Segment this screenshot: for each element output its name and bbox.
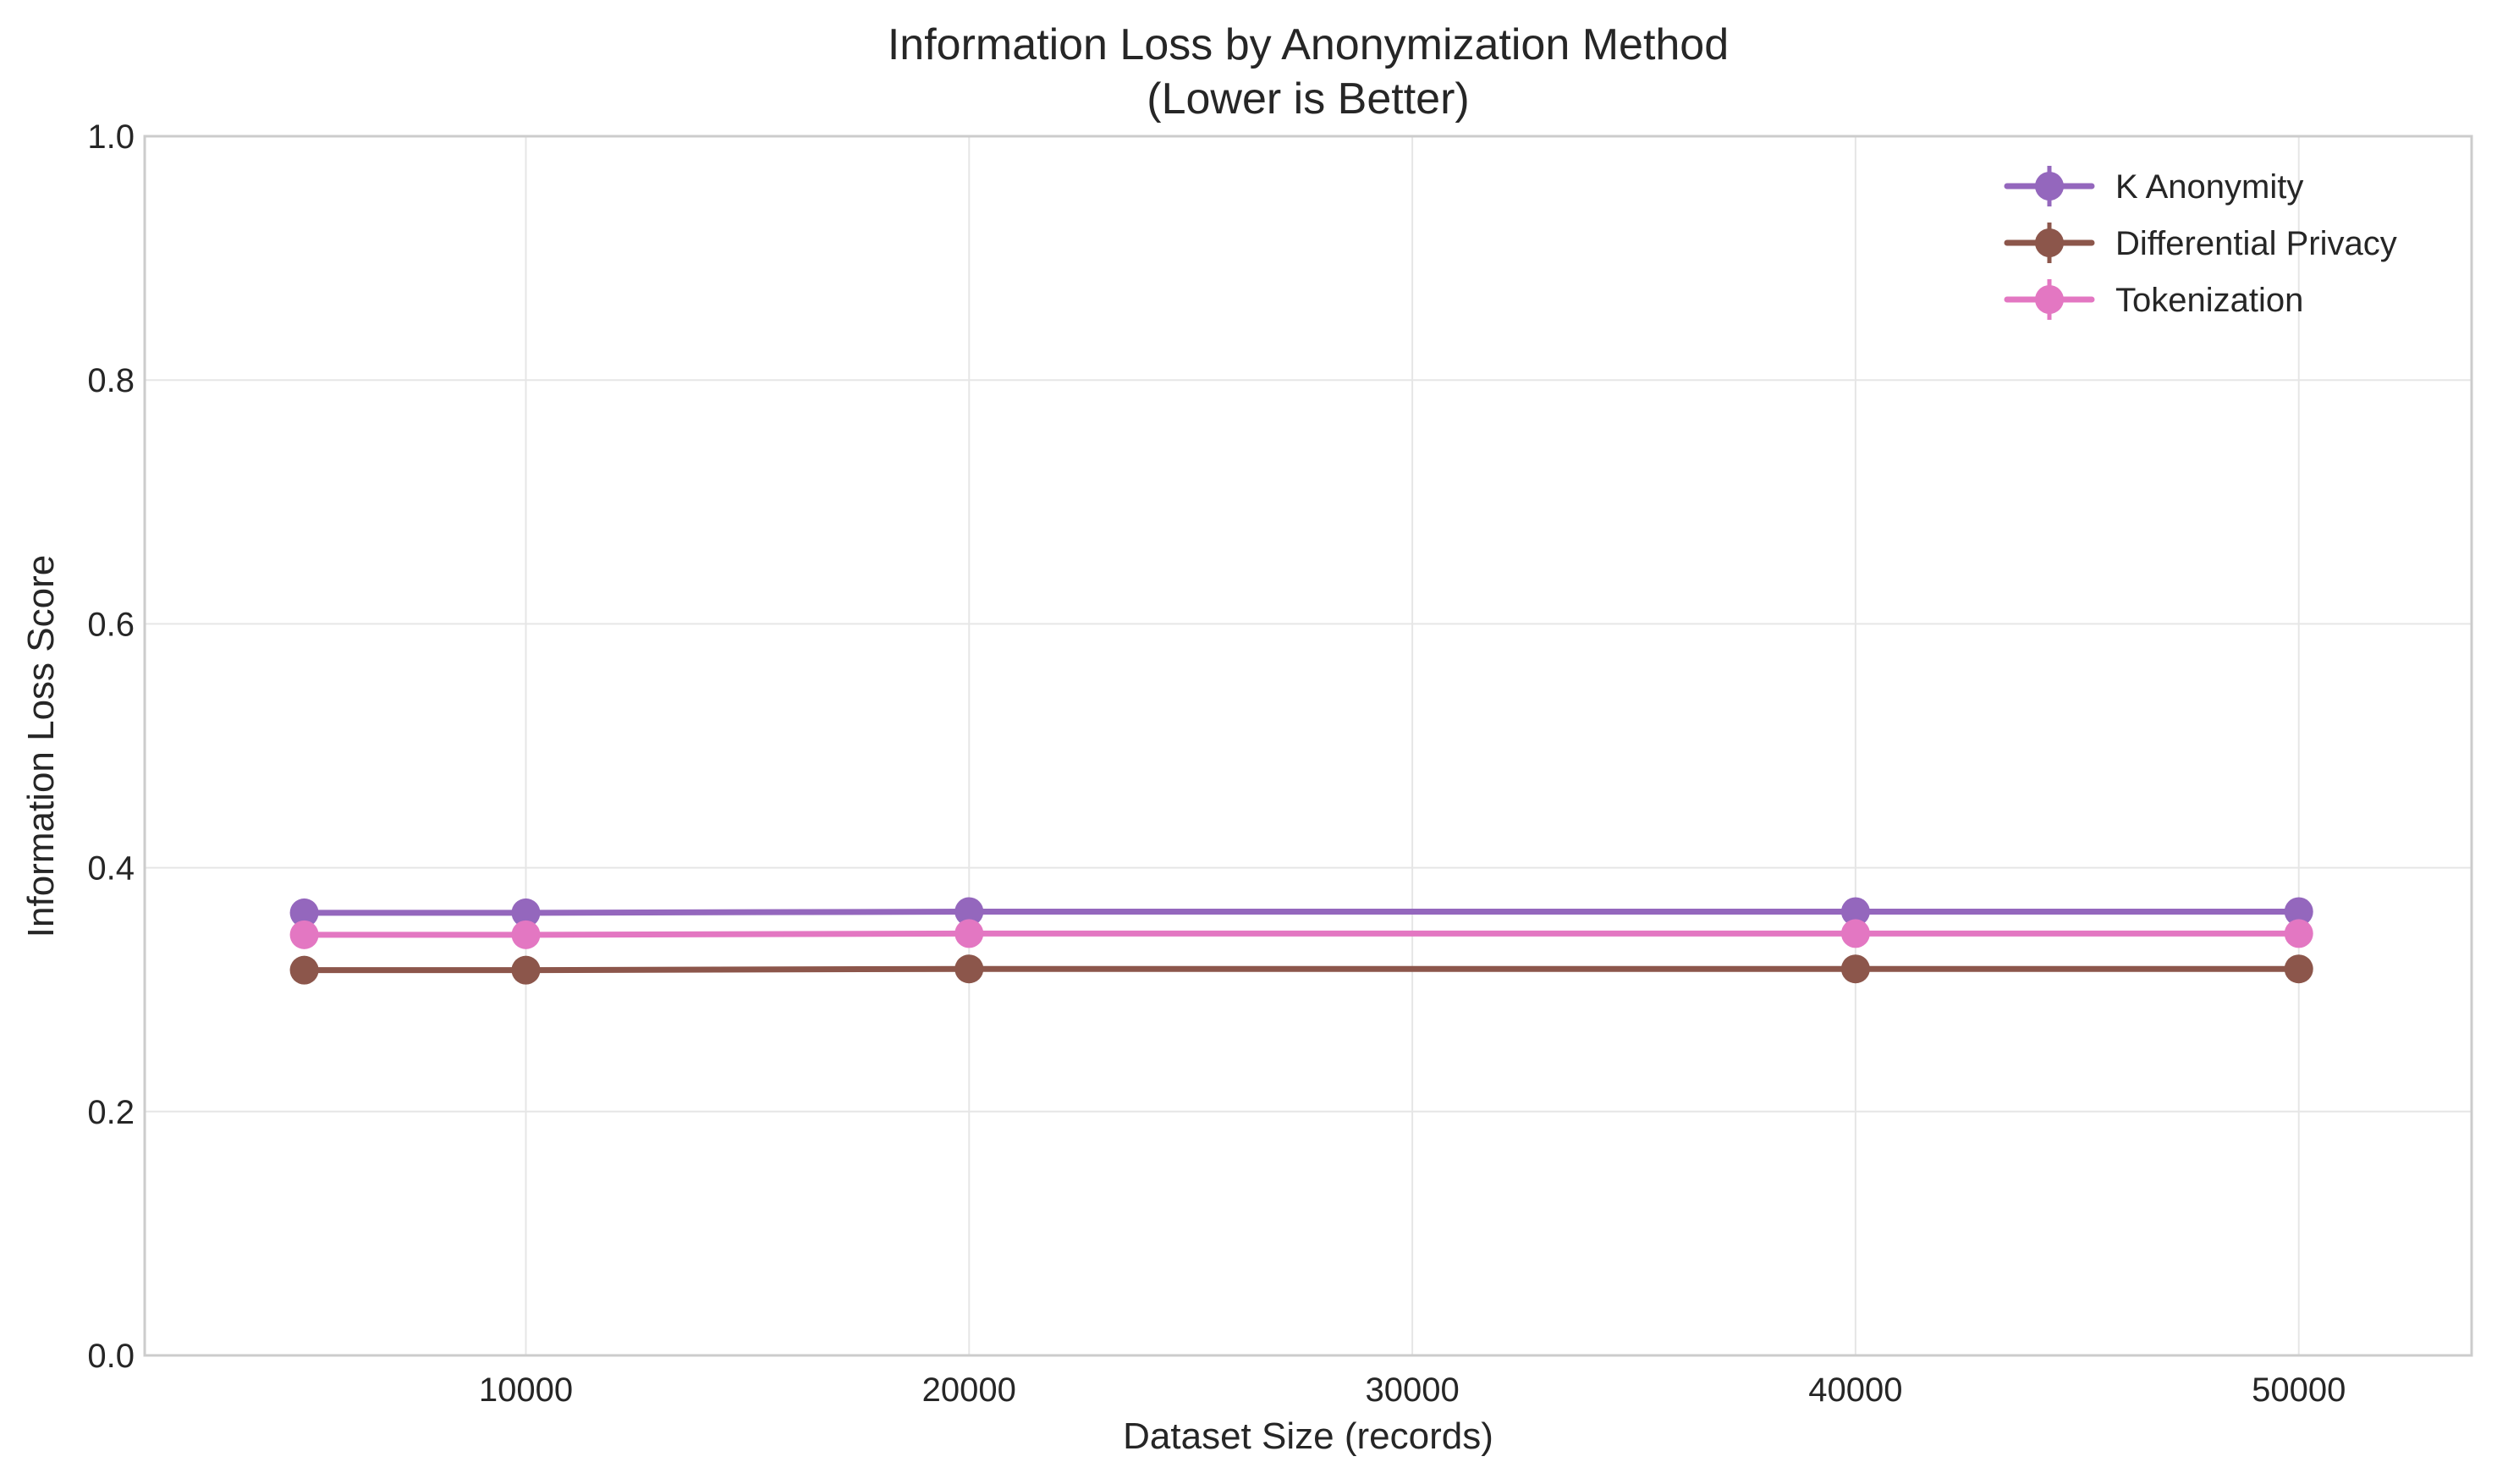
chart-title-line-1: Information Loss by Anonymization Method bbox=[888, 20, 1729, 69]
series-tokenization bbox=[289, 919, 2313, 949]
data-point-tokenization bbox=[1840, 919, 1870, 948]
y-tick-label: 0.6 bbox=[87, 606, 135, 643]
data-point-tokenization bbox=[954, 919, 984, 948]
data-point-k-anonymity bbox=[511, 898, 541, 927]
data-point-tokenization bbox=[511, 920, 541, 949]
data-point-k-anonymity bbox=[954, 897, 984, 926]
data-point-differential-privacy bbox=[2284, 954, 2313, 984]
plot-frame bbox=[143, 135, 2473, 1357]
series-k-anonymity bbox=[289, 897, 2313, 927]
data-point-differential-privacy bbox=[511, 955, 541, 985]
legend-label: K Anonymity bbox=[2115, 168, 2303, 206]
x-tick-label: 20000 bbox=[922, 1371, 1016, 1409]
x-tick-label: 40000 bbox=[1808, 1371, 1902, 1409]
y-axis-label: Information Loss Score bbox=[20, 555, 62, 937]
y-tick-label: 0.8 bbox=[87, 362, 135, 399]
y-tick-label: 1.0 bbox=[87, 118, 135, 156]
legend-label: Tokenization bbox=[2115, 282, 2303, 319]
series-differential-privacy bbox=[289, 954, 2313, 985]
legend-marker bbox=[2035, 228, 2064, 257]
data-point-k-anonymity bbox=[1840, 897, 1870, 926]
x-tick-label: 30000 bbox=[1365, 1371, 1459, 1409]
data-point-tokenization bbox=[2284, 919, 2313, 948]
tick-labels: 10000 20000 30000 40000 50000 0.0 0.2 0.4 0.6 0.8… bbox=[87, 118, 2346, 1409]
x-axis-label: Dataset Size (records) bbox=[1123, 1415, 1493, 1457]
legend-item-k-anonymity: K Anonymity bbox=[2004, 166, 2303, 206]
series-line-k-anonymity bbox=[301, 908, 2302, 916]
series-layer bbox=[289, 897, 2313, 985]
y-tick-label: 0.0 bbox=[87, 1338, 135, 1375]
x-tick-label: 50000 bbox=[2252, 1371, 2346, 1409]
legend: K Anonymity Differential Privacy Tokenizat… bbox=[2004, 166, 2397, 320]
data-point-k-anonymity bbox=[2284, 897, 2313, 926]
legend-label: Differential Privacy bbox=[2115, 225, 2397, 262]
legend-marker bbox=[2035, 285, 2064, 314]
y-tick-label: 0.4 bbox=[87, 850, 135, 888]
data-point-differential-privacy bbox=[1840, 954, 1870, 984]
series-line-tokenization bbox=[301, 930, 2302, 938]
x-tick-label: 10000 bbox=[479, 1371, 573, 1409]
data-point-k-anonymity bbox=[289, 898, 319, 927]
y-tick-label: 0.2 bbox=[87, 1094, 135, 1131]
legend-marker bbox=[2035, 172, 2064, 201]
legend-item-tokenization: Tokenization bbox=[2004, 279, 2303, 320]
chart-title-line-2: (Lower is Better) bbox=[1147, 74, 1469, 124]
series-line-differential-privacy bbox=[301, 965, 2302, 974]
legend-item-differential-privacy: Differential Privacy bbox=[2004, 223, 2397, 263]
data-point-differential-privacy bbox=[289, 955, 319, 985]
data-point-differential-privacy bbox=[954, 954, 984, 984]
data-point-tokenization bbox=[289, 920, 319, 949]
